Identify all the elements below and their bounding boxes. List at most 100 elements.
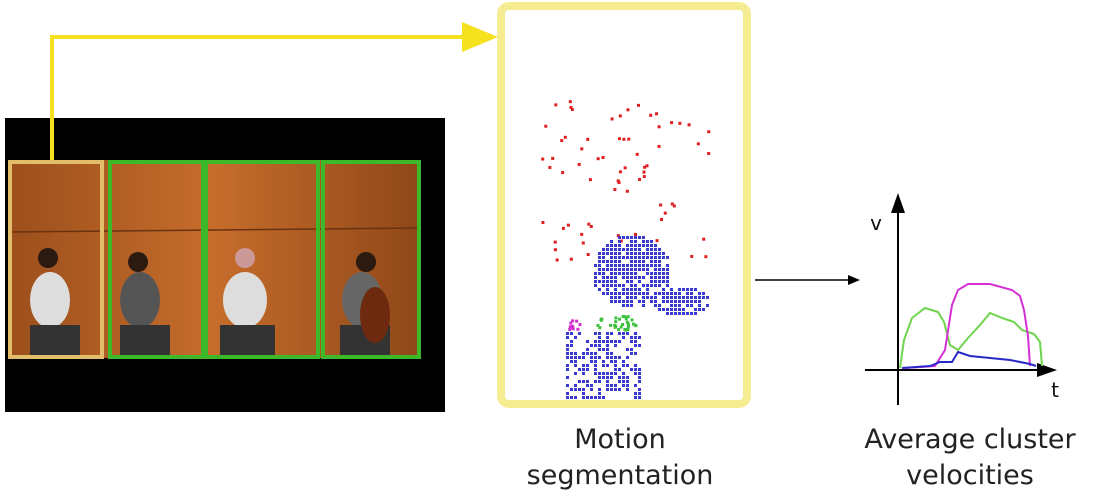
dot	[627, 325, 630, 328]
dot	[634, 256, 637, 259]
dot	[590, 356, 593, 359]
dot	[594, 284, 597, 287]
dot	[654, 296, 657, 299]
dot	[654, 304, 657, 307]
dot	[609, 324, 612, 327]
dot	[646, 248, 649, 251]
dot	[670, 308, 673, 311]
dot	[574, 384, 577, 387]
dot	[702, 292, 705, 295]
dot	[606, 388, 609, 391]
dot	[670, 312, 673, 315]
dot	[686, 292, 689, 295]
dot	[642, 268, 645, 271]
dot	[622, 304, 625, 307]
dot	[589, 178, 592, 181]
dot	[646, 292, 649, 295]
dot	[630, 276, 633, 279]
dot	[690, 304, 693, 307]
dot	[622, 138, 625, 141]
dot	[606, 260, 609, 263]
dot	[614, 288, 617, 291]
dot	[582, 368, 585, 371]
dot	[618, 388, 621, 391]
dot	[618, 376, 621, 379]
dot	[598, 376, 601, 379]
dot	[630, 248, 633, 251]
dot	[618, 137, 621, 140]
dot	[566, 336, 569, 339]
dot	[587, 223, 590, 226]
dot	[642, 252, 645, 255]
dot	[702, 296, 705, 299]
dot	[614, 244, 617, 247]
dot	[582, 356, 585, 359]
dot	[594, 280, 597, 283]
dot	[602, 260, 605, 263]
dot	[674, 296, 677, 299]
dot	[594, 380, 597, 383]
dot	[638, 260, 641, 263]
dot	[658, 125, 661, 128]
dot	[662, 276, 665, 279]
dot	[586, 348, 589, 351]
dot	[630, 348, 633, 351]
dot	[662, 280, 665, 283]
dot	[614, 264, 617, 267]
dot	[642, 296, 645, 299]
pipeline-diagram: v t Motion segmentation Average cluster …	[0, 0, 1094, 495]
dot	[590, 388, 593, 391]
dot	[594, 340, 597, 343]
dot	[678, 288, 681, 291]
dot	[654, 272, 657, 275]
dot	[697, 142, 700, 145]
dot	[610, 292, 613, 295]
dot	[569, 100, 572, 103]
dot	[610, 300, 613, 303]
dot	[570, 340, 573, 343]
dot	[654, 284, 657, 287]
dot	[602, 268, 605, 271]
dot	[674, 308, 677, 311]
dot	[618, 380, 621, 383]
dot	[564, 136, 567, 139]
dot	[658, 252, 661, 255]
dot	[622, 248, 625, 251]
dot	[658, 145, 661, 148]
dot	[626, 264, 629, 267]
dot	[662, 272, 665, 275]
dot	[634, 264, 637, 267]
dot	[662, 308, 665, 311]
dot	[638, 392, 641, 395]
dot	[606, 268, 609, 271]
dot	[638, 252, 641, 255]
dot	[567, 224, 570, 227]
dot	[622, 380, 625, 383]
dot	[610, 388, 613, 391]
dot	[622, 332, 625, 335]
dot	[622, 360, 625, 363]
dot	[638, 344, 641, 347]
dot	[598, 388, 601, 391]
dot	[614, 272, 617, 275]
dot	[650, 276, 653, 279]
dot	[610, 284, 613, 287]
dot	[566, 396, 569, 399]
dot	[646, 240, 649, 243]
dot	[698, 292, 701, 295]
dot	[594, 344, 597, 347]
dot	[622, 384, 625, 387]
dot	[554, 103, 557, 106]
dot	[541, 158, 544, 161]
dot	[674, 292, 677, 295]
dot	[626, 288, 629, 291]
dot	[666, 268, 669, 271]
dot	[606, 332, 609, 335]
dot	[578, 380, 581, 383]
dot	[638, 264, 641, 267]
dot	[619, 114, 622, 117]
dot	[602, 396, 605, 399]
dot	[694, 308, 697, 311]
dot	[622, 288, 625, 291]
dot	[610, 356, 613, 359]
